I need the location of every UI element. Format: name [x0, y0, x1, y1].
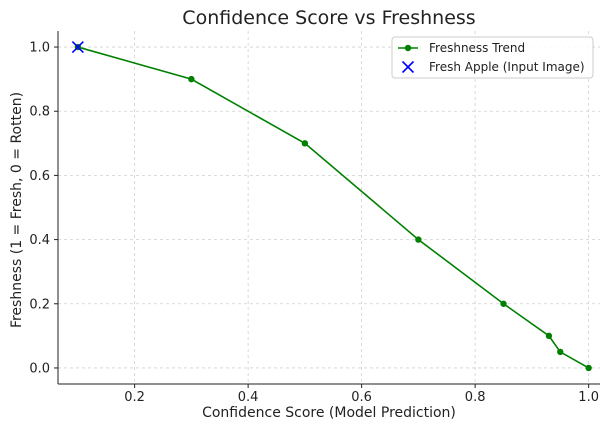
legend-label: Freshness Trend [429, 41, 525, 55]
grid [58, 31, 600, 384]
fresh-apple-point [71, 40, 84, 54]
x-tick-label: 0.2 [124, 390, 145, 405]
y-tick-label: 0.6 [29, 169, 50, 184]
x-axis-ticks: 0.2 0.4 0.6 0.8 1.0 [124, 384, 599, 405]
chart-title: Confidence Score vs Freshness [182, 7, 475, 29]
freshness-trend-line [77, 46, 590, 369]
freshness-trend-point [415, 236, 422, 243]
freshness-trend-point [585, 364, 592, 372]
legend-x-swatch [401, 60, 415, 74]
freshness-trend-point [188, 75, 195, 83]
x-tick-label: 1.0 [578, 390, 599, 405]
legend-marker-swatch [404, 44, 412, 52]
x-tick-label: 0.6 [351, 390, 372, 405]
freshness-trend-point [545, 332, 553, 340]
legend-label: Fresh Apple (Input Image) [429, 60, 585, 74]
plot-area [71, 40, 592, 372]
legend: Freshness Trend Fresh Apple (Input Image) [391, 36, 594, 79]
y-tick-label: 0.8 [29, 105, 50, 120]
y-tick-label: 0.4 [29, 233, 50, 248]
legend-box [391, 36, 594, 79]
freshness-trend-point [301, 140, 309, 147]
x-axis-label: Confidence Score (Model Prediction) [202, 405, 456, 421]
x-marker-stroke [71, 40, 84, 54]
x-tick-label: 0.8 [465, 390, 486, 405]
y-tick-label: 1.0 [29, 41, 50, 56]
y-tick-label: 0.0 [29, 361, 50, 376]
y-axis-label: Freshness (1 = Fresh, 0 = Rotten) [9, 92, 25, 328]
legend-entry: Freshness Trend [398, 41, 525, 55]
x-tick-label: 0.4 [238, 390, 259, 405]
y-tick-label: 0.2 [29, 297, 50, 312]
freshness-trend-point [500, 300, 507, 307]
y-axis-ticks: 0.0 0.2 0.4 0.6 0.8 1.0 [29, 41, 58, 376]
axes [57, 31, 600, 385]
series-fresh-apple [71, 40, 84, 54]
freshness-trend-point [557, 348, 564, 356]
legend-entry: Fresh Apple (Input Image) [401, 60, 585, 74]
